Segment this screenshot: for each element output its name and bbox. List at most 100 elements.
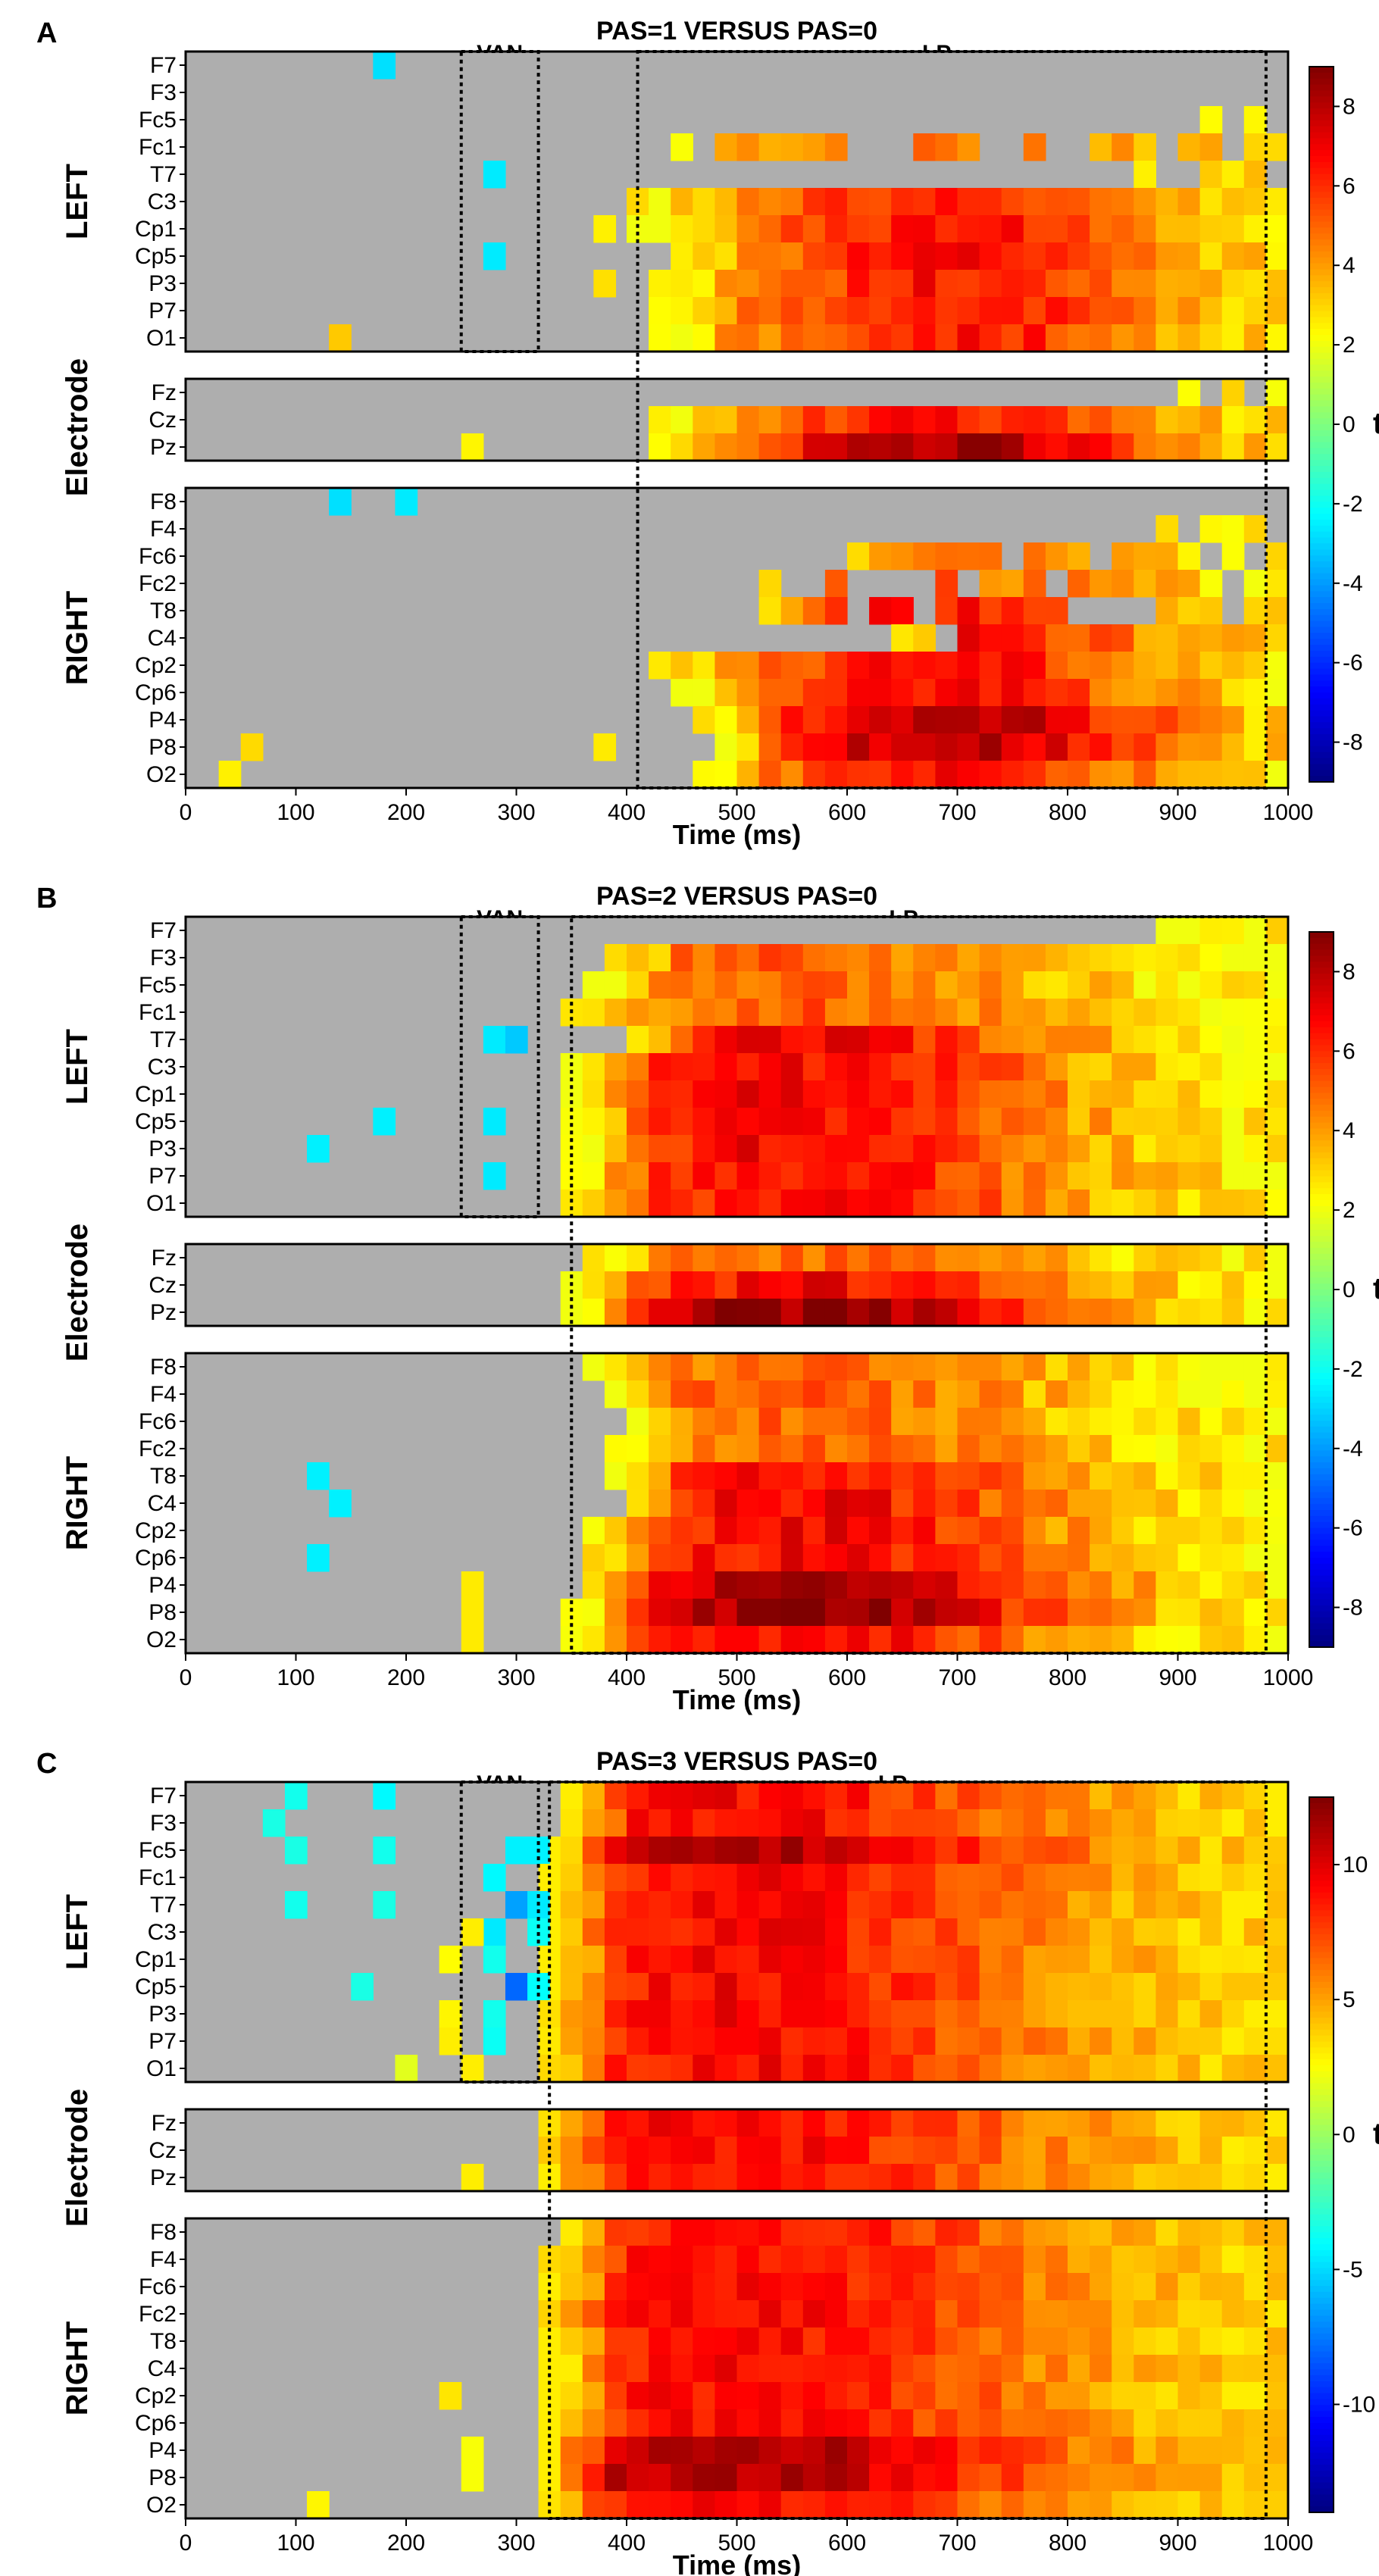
effect-cell-p4 bbox=[736, 2437, 760, 2465]
effect-cell-f7 bbox=[957, 1782, 980, 1810]
effect-cell-cz bbox=[891, 2137, 914, 2165]
effect-cell-c4 bbox=[649, 1490, 671, 1518]
effect-cell-fz bbox=[1090, 1244, 1112, 1272]
effect-cell-o2 bbox=[671, 2491, 693, 2519]
effect-cell-o2 bbox=[847, 2491, 870, 2519]
colorbar-tick-label: -10 bbox=[1343, 2393, 1375, 2418]
colorbar-segment bbox=[1309, 2166, 1334, 2174]
effect-cell-cp1 bbox=[802, 215, 826, 243]
effect-cell-f8 bbox=[582, 1353, 605, 1381]
colorbar-segment bbox=[1309, 2137, 1334, 2143]
electrode-label-pz: Pz bbox=[150, 2165, 177, 2190]
effect-cell-p3 bbox=[1243, 2000, 1267, 2028]
effect-cell-cp2 bbox=[736, 2382, 760, 2410]
effect-cell-fc1 bbox=[736, 133, 760, 161]
effect-cell-cp5 bbox=[715, 242, 738, 270]
effect-cell-fc5 bbox=[1068, 1837, 1090, 1865]
effect-cell-cp2 bbox=[715, 2382, 738, 2410]
effect-cell-c4 bbox=[1243, 1490, 1267, 1518]
effect-cell-f3 bbox=[957, 1809, 980, 1837]
effect-cell-p7 bbox=[1155, 1162, 1179, 1190]
effect-cell-fc5 bbox=[1112, 1837, 1134, 1865]
x-tick-label: 0 bbox=[180, 1665, 192, 1690]
effect-cell-cp6 bbox=[1199, 1544, 1223, 1572]
effect-cell-o1 bbox=[649, 324, 671, 352]
colorbar-segment bbox=[1309, 1850, 1334, 1858]
effect-cell-cp6 bbox=[1265, 2409, 1289, 2437]
colorbar-segment bbox=[1309, 627, 1334, 633]
colorbar-segment bbox=[1309, 698, 1334, 705]
effect-cell-fz bbox=[1155, 1244, 1179, 1272]
colorbar-segment bbox=[1309, 1086, 1334, 1093]
effect-cell-cp6 bbox=[715, 1544, 738, 1572]
effect-cell-f8 bbox=[736, 2218, 760, 2246]
effect-cell-f8 bbox=[847, 1353, 870, 1381]
effect-cell-cp5 bbox=[758, 1973, 782, 2001]
effect-cell-cz bbox=[824, 2137, 848, 2165]
effect-cell-fc1 bbox=[736, 999, 760, 1027]
effect-cell-p7 bbox=[1090, 2027, 1112, 2055]
effect-cell-cp6 bbox=[671, 679, 693, 707]
colorbar-segment bbox=[1309, 245, 1334, 252]
electrode-label-c3: C3 bbox=[148, 1055, 177, 1080]
effect-cell-c3 bbox=[1045, 1053, 1068, 1081]
effect-cell-t7 bbox=[1199, 1891, 1223, 1919]
electrode-label-fc5: Fc5 bbox=[139, 108, 177, 133]
effect-cell-cp6 bbox=[1243, 1544, 1267, 1572]
colorbar-segment bbox=[1309, 1940, 1334, 1947]
effect-cell-cp6 bbox=[802, 679, 826, 707]
effect-cell-o1 bbox=[1199, 324, 1223, 352]
effect-cell-fc6 bbox=[1199, 2273, 1223, 2301]
effect-cell-cp5 bbox=[869, 1108, 892, 1136]
effect-cell-fc2 bbox=[913, 2300, 936, 2328]
effect-cell-p3 bbox=[1155, 2000, 1179, 2028]
effect-cell-p8 bbox=[604, 2464, 627, 2492]
effect-cell-t8 bbox=[1068, 1462, 1090, 1490]
effect-cell-t7 bbox=[1199, 1026, 1223, 1054]
effect-cell-c3 bbox=[802, 1918, 826, 1946]
effect-cell-t8 bbox=[736, 1462, 760, 1490]
colorbar-tick-label: 6 bbox=[1343, 174, 1356, 199]
effect-cell-p3 bbox=[1199, 2000, 1223, 2028]
effect-cell-p7 bbox=[780, 2027, 804, 2055]
effect-cell-o1 bbox=[935, 2055, 958, 2083]
colorbar-segment bbox=[1309, 1880, 1334, 1887]
effect-cell-fc1 bbox=[560, 1864, 583, 1892]
effect-cell-c3 bbox=[1068, 1918, 1090, 1946]
effect-cell-f4 bbox=[649, 2246, 671, 2274]
effect-cell-pz bbox=[1001, 1299, 1024, 1327]
effect-cell-p4 bbox=[1265, 2437, 1289, 2465]
effect-cell-t8 bbox=[824, 597, 848, 625]
effect-cell-cp2 bbox=[736, 652, 760, 680]
effect-cell-p4 bbox=[802, 706, 826, 734]
effect-cell-p8 bbox=[560, 2464, 583, 2492]
effect-cell-cz bbox=[847, 2137, 870, 2165]
effect-cell-o2 bbox=[1199, 1626, 1223, 1654]
effect-cell-c4 bbox=[957, 1490, 980, 1518]
effect-cell-pz bbox=[780, 1299, 804, 1327]
effect-cell-fz bbox=[935, 1244, 958, 1272]
effect-cell-f3 bbox=[802, 1809, 826, 1837]
effect-cell-fc2 bbox=[1243, 1435, 1267, 1463]
effect-cell-c3 bbox=[715, 1918, 738, 1946]
effect-cell-f8 bbox=[1199, 2218, 1223, 2246]
effect-cell-pz bbox=[736, 433, 760, 461]
effect-cell-cp2 bbox=[1023, 1517, 1046, 1545]
effect-cell-p8 bbox=[1112, 1599, 1134, 1627]
effect-cell-fz bbox=[627, 2109, 649, 2137]
effect-cell-cp5 bbox=[1023, 1108, 1046, 1136]
effect-cell-fc6 bbox=[736, 1408, 760, 1436]
colorbar-segment bbox=[1309, 1922, 1334, 1929]
effect-cell-f7 bbox=[1199, 917, 1223, 945]
effect-cell-f8 bbox=[758, 1353, 782, 1381]
effect-cell-cp1 bbox=[671, 1946, 693, 1974]
effect-cell-t7 bbox=[736, 1026, 760, 1054]
effect-cell-f8 bbox=[1023, 2218, 1046, 2246]
effect-cell-p8 bbox=[1068, 733, 1090, 761]
effect-cell-p8 bbox=[604, 1599, 627, 1627]
effect-cell-cz bbox=[935, 2137, 958, 2165]
effect-cell-fc1 bbox=[913, 133, 936, 161]
effect-cell-cp5 bbox=[1155, 1973, 1179, 2001]
colorbar-segment bbox=[1309, 2357, 1334, 2364]
effect-cell-o1 bbox=[957, 324, 980, 352]
